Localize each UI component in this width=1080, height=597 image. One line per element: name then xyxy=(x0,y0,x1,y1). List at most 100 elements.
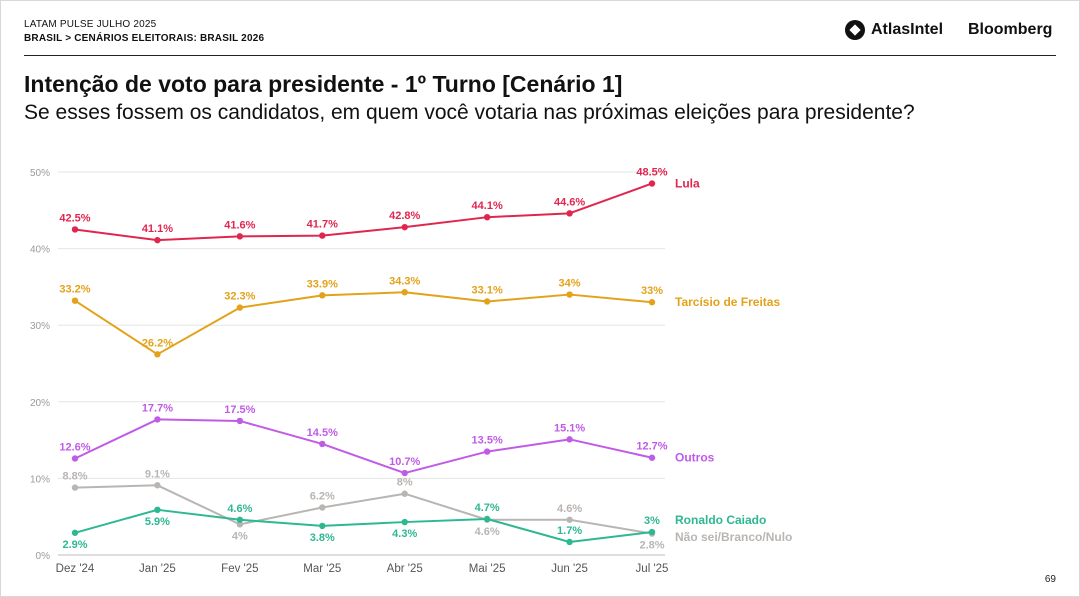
data-label-naosei: 8.8% xyxy=(62,471,87,483)
data-label-lula: 41.7% xyxy=(307,219,338,231)
data-label-caiado: 4.7% xyxy=(475,502,500,514)
data-point-outros xyxy=(401,469,408,477)
data-point-outros xyxy=(648,454,656,461)
data-point-outros xyxy=(319,440,326,448)
data-label-naosei: 4.6% xyxy=(475,526,500,538)
series-name-lula: Lula xyxy=(675,176,700,190)
breadcrumb-country: BRASIL xyxy=(24,33,63,44)
y-tick-label: 40% xyxy=(30,245,50,256)
data-point-naosei xyxy=(71,484,79,491)
chart-subtitle: Se esses fossem os candidatos, em quem v… xyxy=(24,101,915,124)
data-label-lula: 41.1% xyxy=(142,223,173,235)
data-label-lula: 41.6% xyxy=(224,219,255,231)
x-tick-label: Jul '25 xyxy=(636,563,669,575)
data-label-naosei: 8% xyxy=(397,477,413,489)
data-point-lula xyxy=(566,210,573,217)
data-label-outros: 17.5% xyxy=(224,404,255,416)
y-tick-label: 20% xyxy=(30,398,50,409)
data-label-caiado: 4.6% xyxy=(227,503,252,515)
data-point-lula xyxy=(236,233,244,240)
data-label-naosei: 4% xyxy=(232,530,248,542)
series-line-tarcisio xyxy=(74,291,653,356)
data-point-naosei xyxy=(401,490,408,497)
data-point-caiado xyxy=(154,506,161,514)
data-label-outros: 10.7% xyxy=(389,456,420,468)
data-label-naosei: 6.2% xyxy=(310,491,335,503)
report-title: LATAM PULSE JULHO 2025 xyxy=(24,19,157,30)
data-point-caiado xyxy=(236,516,244,523)
data-label-caiado: 2.9% xyxy=(62,539,87,551)
data-label-outros: 13.5% xyxy=(472,435,503,447)
data-point-naosei xyxy=(236,521,244,528)
data-point-caiado xyxy=(71,529,79,536)
breadcrumb-section: CENÁRIOS ELEITORAIS: BRASIL 2026 xyxy=(74,33,265,44)
series-name-naosei: Não sei/Branco/Nulo xyxy=(675,530,792,544)
series-name-tarcisio: Tarcísio de Freitas xyxy=(675,295,780,309)
data-point-outros xyxy=(154,416,161,423)
data-point-tarcisio xyxy=(154,351,161,358)
data-label-lula: 42.8% xyxy=(389,210,420,222)
data-point-lula xyxy=(648,180,656,187)
y-tick-label: 30% xyxy=(30,321,50,332)
data-point-outros xyxy=(566,436,573,443)
data-point-outros xyxy=(483,448,491,455)
data-point-tarcisio xyxy=(319,292,326,299)
data-label-tarcisio: 26.2% xyxy=(142,337,173,349)
breadcrumb-separator: > xyxy=(65,33,72,44)
data-label-caiado: 3% xyxy=(644,515,660,527)
data-label-outros: 15.1% xyxy=(554,422,585,434)
series-name-outros: Outros xyxy=(675,451,715,465)
page-number: 69 xyxy=(1044,574,1056,585)
data-point-outros xyxy=(236,417,244,425)
chart-title: Intenção de voto para presidente - 1º Tu… xyxy=(24,71,623,97)
data-point-tarcisio xyxy=(648,299,656,306)
data-point-naosei xyxy=(566,516,573,523)
data-label-caiado: 5.9% xyxy=(145,516,170,528)
series-line-outros xyxy=(74,418,653,475)
data-label-caiado: 3.8% xyxy=(310,532,335,544)
data-label-caiado: 1.7% xyxy=(557,525,582,537)
data-point-tarcisio xyxy=(71,297,79,304)
breadcrumb: BRASIL > CENÁRIOS ELEITORAIS: BRASIL 202… xyxy=(24,32,264,46)
data-point-lula xyxy=(319,232,326,239)
data-point-lula xyxy=(71,226,79,233)
data-label-outros: 12.7% xyxy=(636,441,667,453)
x-tick-label: Jan '25 xyxy=(139,563,176,575)
data-point-tarcisio xyxy=(483,298,491,305)
x-tick-label: Dez '24 xyxy=(56,563,95,575)
atlasintel-logo-icon xyxy=(845,20,865,40)
data-label-naosei: 2.8% xyxy=(639,540,664,552)
data-point-naosei xyxy=(319,504,326,511)
y-tick-label: 50% xyxy=(30,168,50,179)
atlasintel-logo: AtlasIntel xyxy=(845,18,943,42)
series-line-naosei xyxy=(74,484,653,535)
data-label-lula: 42.5% xyxy=(59,212,90,224)
data-point-caiado xyxy=(483,515,491,523)
data-label-tarcisio: 33% xyxy=(641,285,663,297)
data-point-tarcisio xyxy=(401,289,408,296)
x-tick-label: Abr '25 xyxy=(387,563,423,575)
data-point-outros xyxy=(71,455,79,462)
data-label-lula: 48.5% xyxy=(636,166,667,178)
series-name-caiado: Ronaldo Caiado xyxy=(675,513,766,527)
data-label-tarcisio: 34.3% xyxy=(389,275,420,287)
data-label-outros: 14.5% xyxy=(307,427,338,439)
y-tick-label: 0% xyxy=(36,551,51,562)
atlasintel-logo-text: AtlasIntel xyxy=(871,21,944,38)
x-tick-label: Mai '25 xyxy=(469,563,506,575)
data-label-lula: 44.1% xyxy=(472,200,503,212)
data-point-naosei xyxy=(154,482,161,489)
data-point-caiado xyxy=(648,528,656,536)
data-point-caiado xyxy=(401,518,408,526)
y-tick-label: 10% xyxy=(30,474,50,485)
header-text: LATAM PULSE JULHO 2025 BRASIL > CENÁRIOS… xyxy=(24,18,264,46)
data-label-tarcisio: 32.3% xyxy=(224,291,255,303)
series-line-caiado xyxy=(74,508,653,543)
data-label-naosei: 9.1% xyxy=(145,468,170,480)
data-point-tarcisio xyxy=(566,291,573,298)
header-divider xyxy=(24,55,1056,56)
data-label-tarcisio: 33.2% xyxy=(59,284,90,296)
data-label-naosei: 4.6% xyxy=(557,503,582,515)
data-label-lula: 44.6% xyxy=(554,196,585,208)
